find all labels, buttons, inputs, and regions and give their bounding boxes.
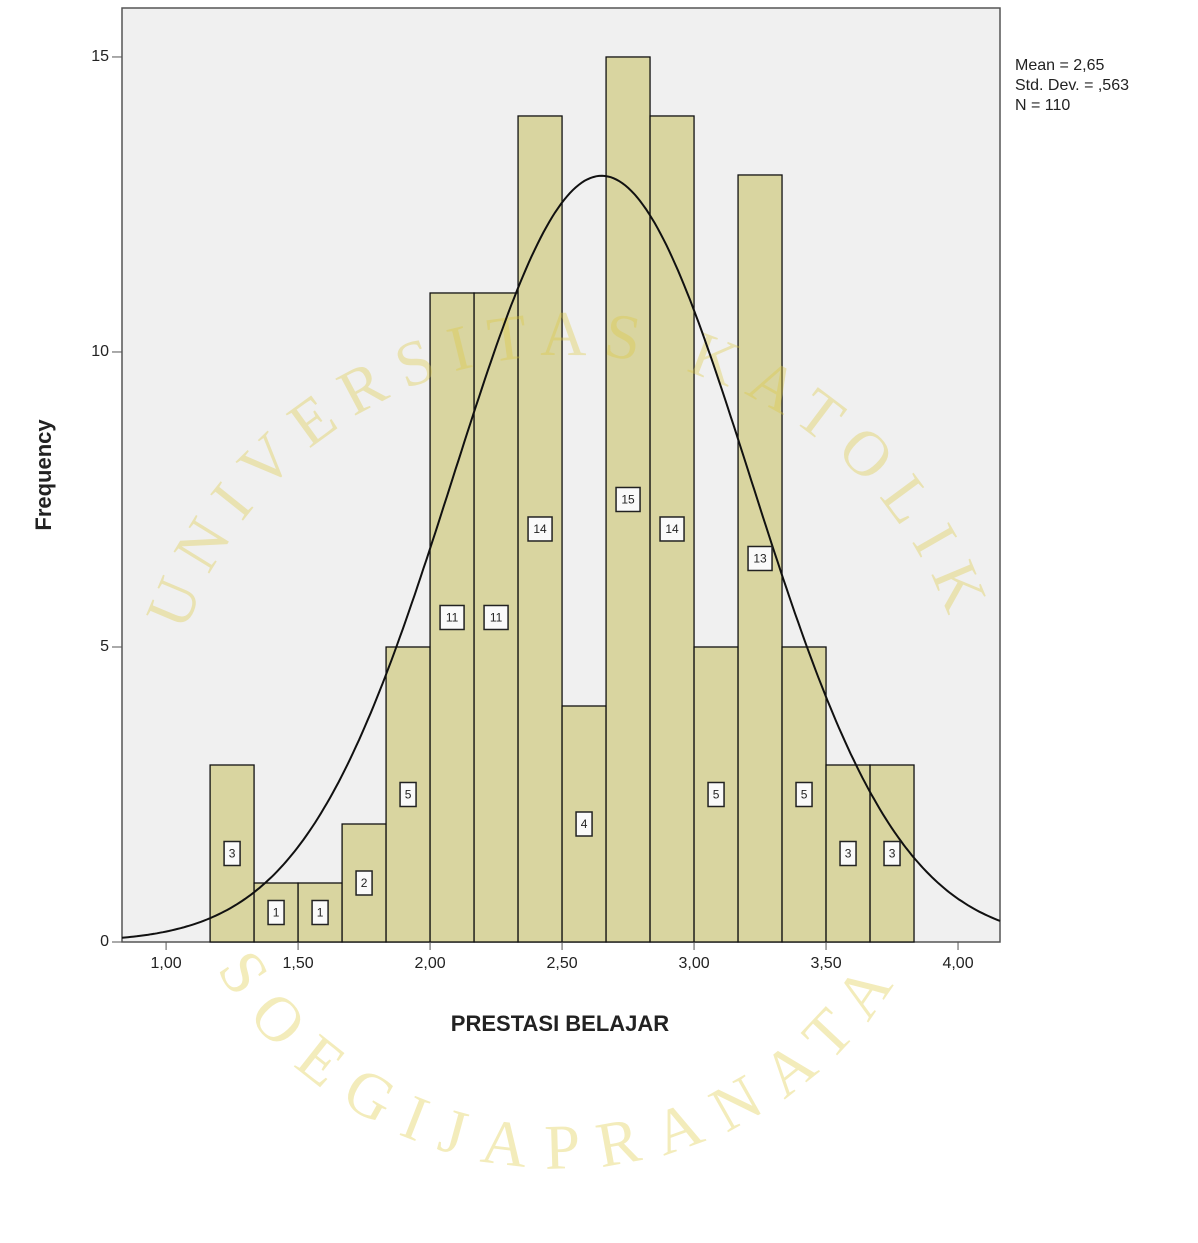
x-tick-label: 3,50	[810, 955, 841, 972]
y-tick-label: 5	[100, 638, 109, 655]
value-label: 5	[405, 788, 412, 802]
y-tick-label: 10	[91, 343, 109, 360]
value-label: 5	[801, 788, 808, 802]
x-tick-label: 3,00	[678, 955, 709, 972]
y-axis-label: Frequency	[31, 419, 56, 531]
value-label: 14	[533, 522, 547, 536]
stats-text: Std. Dev. = ,563	[1015, 77, 1129, 94]
value-label: 15	[621, 493, 635, 507]
watermark: SOEGIJAPRANATA	[205, 938, 916, 1183]
value-label: 1	[317, 906, 324, 920]
x-tick-label: 1,50	[283, 955, 314, 972]
chart: Frequency PRESTASI BELAJAR UNIVERSITAS K…	[0, 0, 1198, 1243]
value-label: 14	[665, 522, 679, 536]
x-tick-label: 2,50	[546, 955, 577, 972]
value-label: 2	[361, 876, 368, 890]
stats-text: Mean = 2,65	[1015, 57, 1105, 74]
y-tick-label: 0	[100, 933, 109, 950]
value-label: 5	[713, 788, 720, 802]
x-tick-label: 2,00	[414, 955, 445, 972]
value-label: 3	[229, 847, 236, 861]
value-label: 4	[581, 817, 588, 831]
y-tick-label: 15	[91, 48, 109, 65]
value-label: 11	[490, 611, 503, 625]
stats-text: N = 110	[1015, 97, 1070, 114]
x-tick-label: 1,00	[151, 955, 182, 972]
x-tick-label: 4,00	[942, 955, 973, 972]
value-label: 3	[845, 847, 852, 861]
watermark-text: SOEGIJAPRANATA	[205, 938, 916, 1183]
value-label: 3	[889, 847, 896, 861]
x-axis-label: PRESTASI BELAJAR	[451, 1011, 670, 1036]
value-label: 1	[273, 906, 280, 920]
value-label: 13	[753, 552, 767, 566]
value-label: 11	[446, 611, 459, 625]
